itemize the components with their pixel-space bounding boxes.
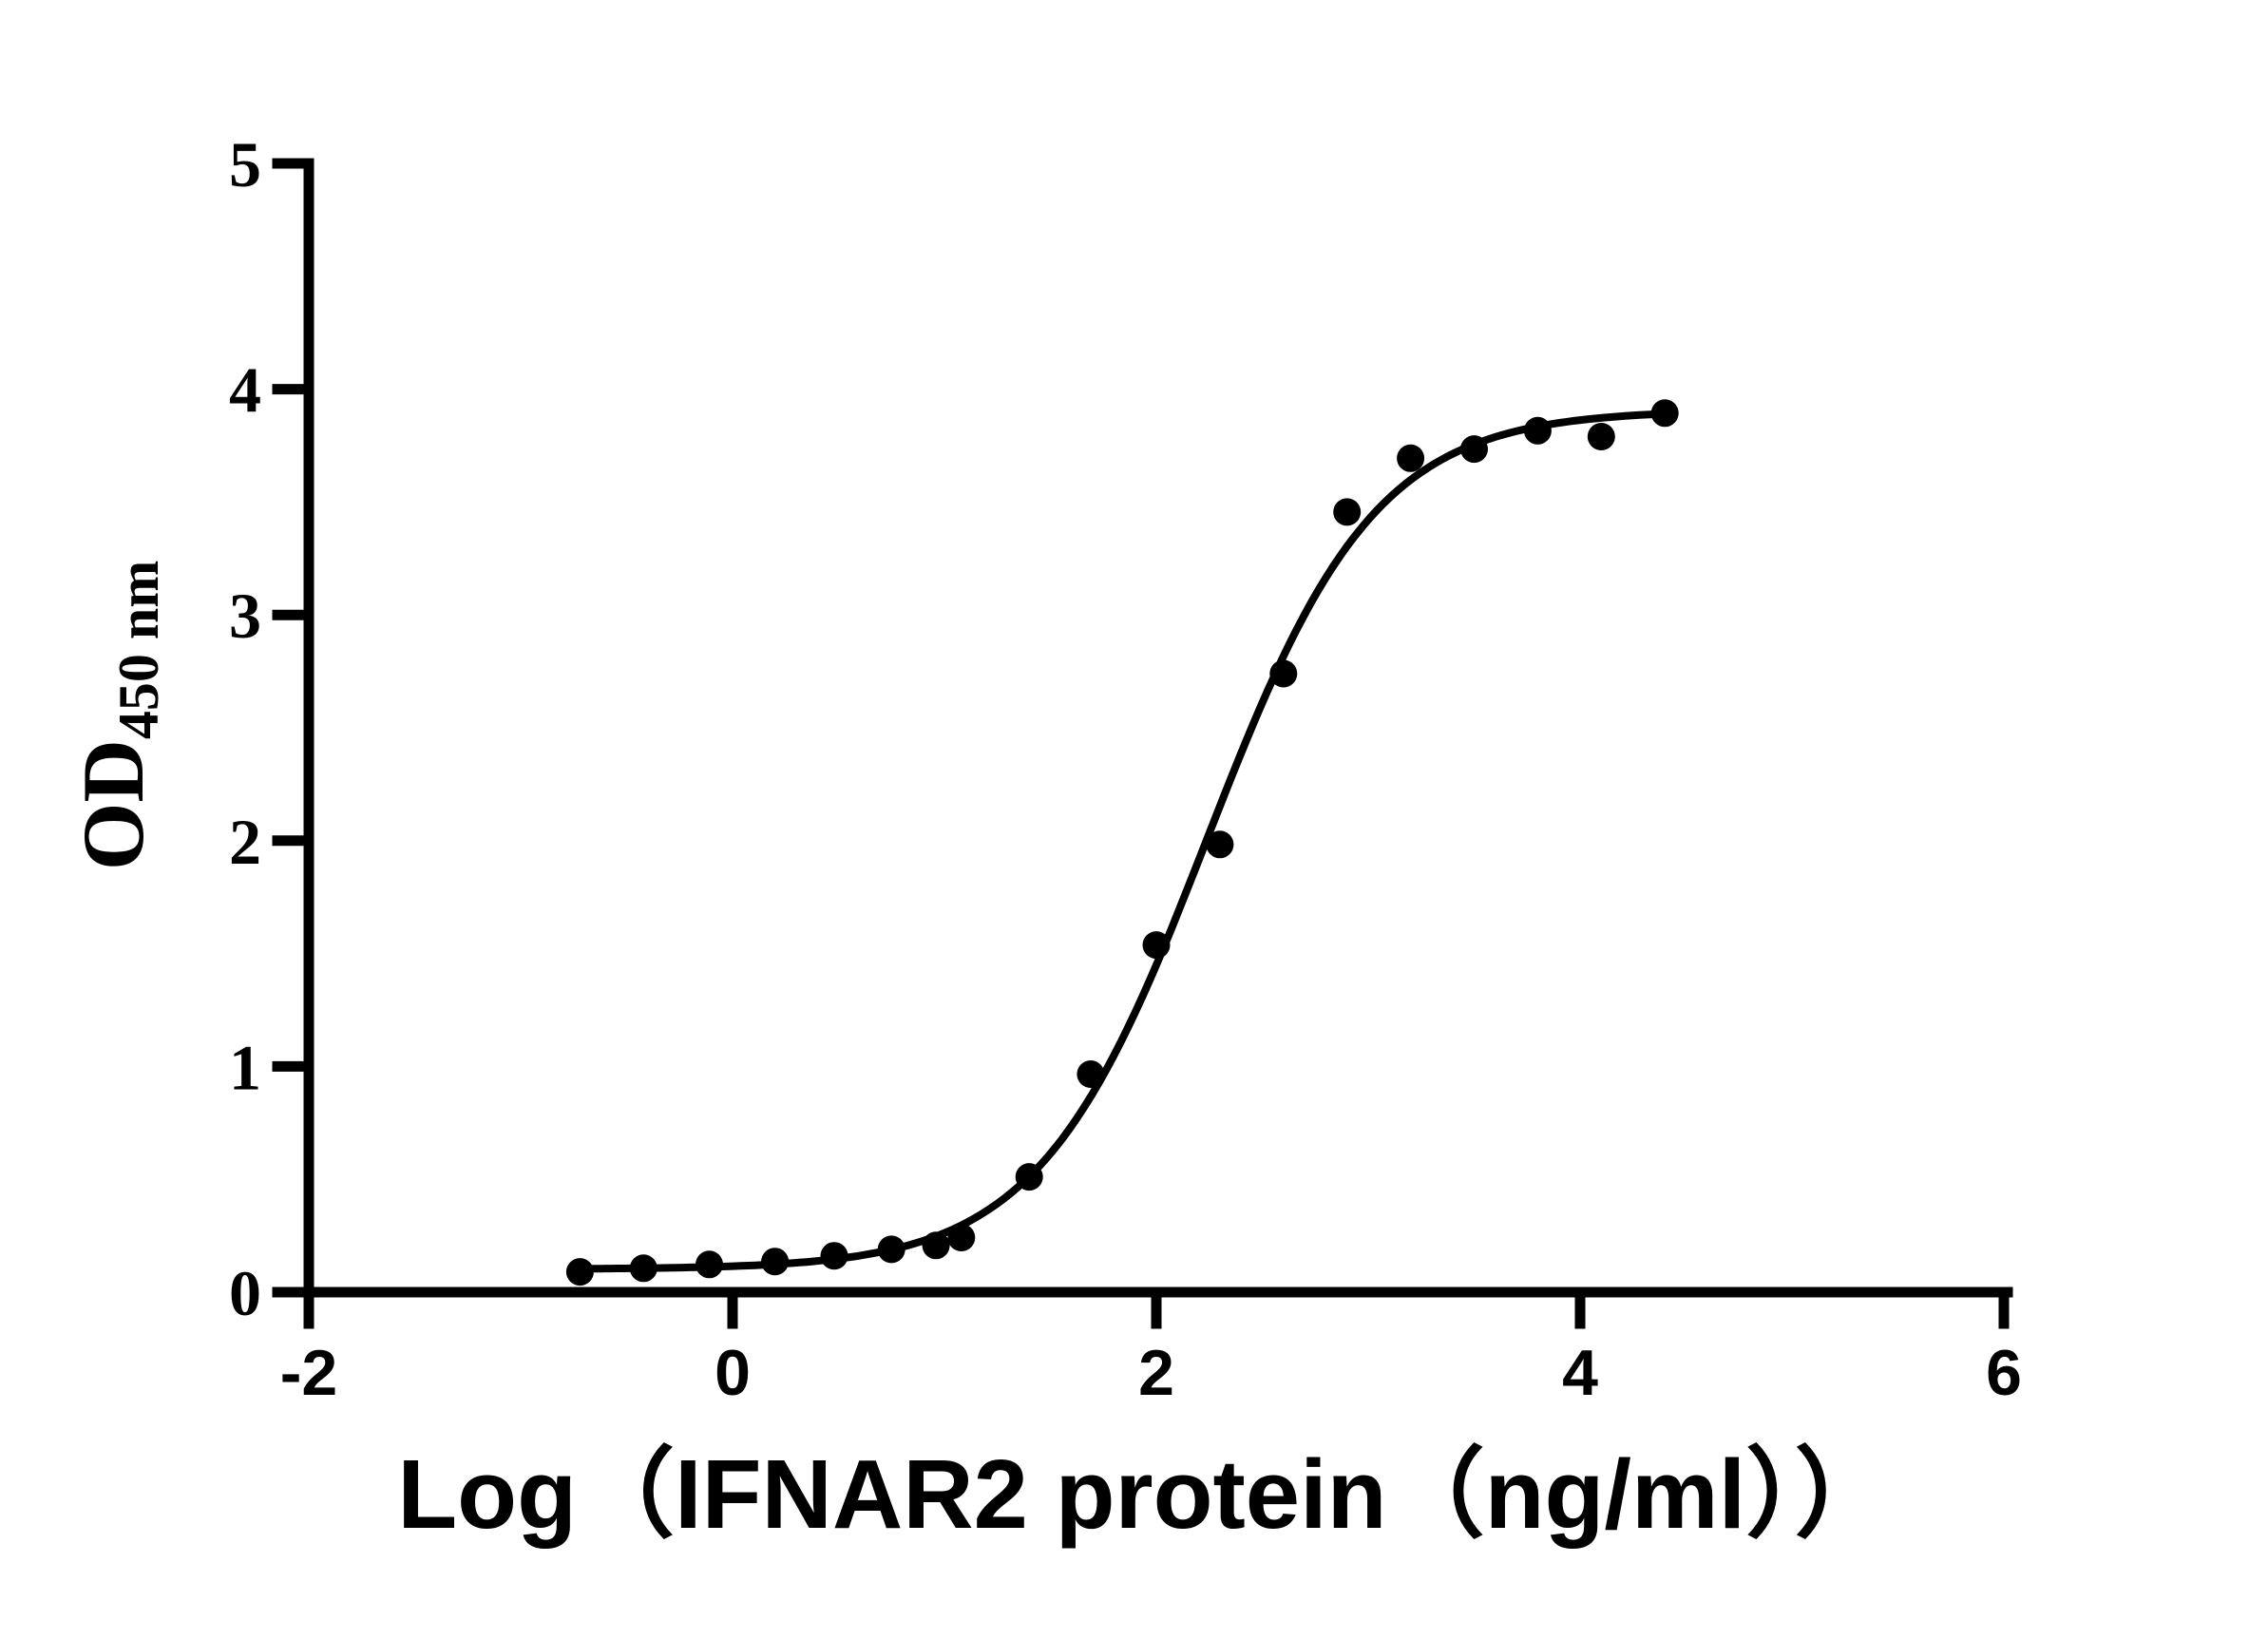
svg-text:4: 4: [229, 354, 261, 427]
svg-text:4: 4: [1562, 1337, 1598, 1409]
svg-text:Log（IFNAR2 protein（ng/ml））: Log（IFNAR2 protein（ng/ml））: [397, 1439, 1893, 1549]
svg-text:6: 6: [1986, 1337, 2022, 1409]
svg-text:2: 2: [1138, 1337, 1174, 1409]
svg-text:-2: -2: [280, 1337, 337, 1409]
svg-text:0: 0: [715, 1337, 751, 1409]
svg-text:3: 3: [229, 580, 261, 652]
svg-text:5: 5: [229, 128, 261, 200]
svg-text:OD450 nm: OD450 nm: [65, 561, 170, 870]
svg-text:0: 0: [229, 1257, 261, 1329]
svg-text:1: 1: [229, 1031, 261, 1103]
svg-text:2: 2: [229, 806, 261, 878]
